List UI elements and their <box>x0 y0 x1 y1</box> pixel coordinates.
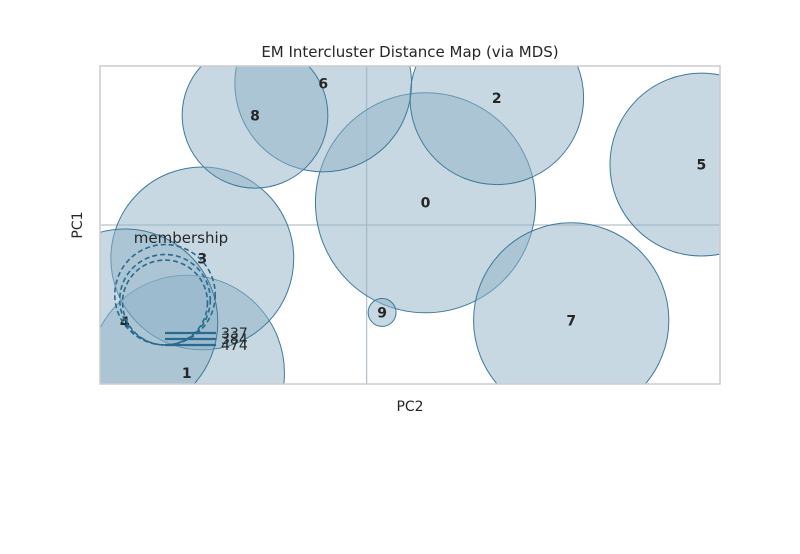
cluster-label-9: 9 <box>377 305 387 321</box>
y-axis-label: PC1 <box>70 211 86 238</box>
cluster-label-8: 8 <box>250 108 260 124</box>
cluster-label-0: 0 <box>421 196 431 212</box>
legend-value-337: 337 <box>221 326 248 342</box>
cluster-bubble-7 <box>473 222 670 384</box>
legend-value-474: 474 <box>221 338 248 354</box>
cluster-label-2: 2 <box>492 91 502 107</box>
cluster-label-5: 5 <box>697 158 707 174</box>
x-axis-label: PC2 <box>396 399 423 415</box>
cluster-label-1: 1 <box>182 366 192 382</box>
legend-circle-384 <box>118 253 212 346</box>
cluster-label-6: 6 <box>318 76 328 92</box>
cluster-bubble-9 <box>367 298 397 327</box>
cluster-label-3: 3 <box>197 251 207 267</box>
cluster-label-4: 4 <box>120 315 130 331</box>
chart-title: EM Intercluster Distance Map (via MDS) <box>261 43 558 61</box>
cluster-bubble-8 <box>181 66 329 189</box>
cluster-label-7: 7 <box>566 313 576 329</box>
legend-title: membership <box>134 229 228 247</box>
legend-circle-474 <box>113 243 217 346</box>
legend-value-384: 384 <box>221 332 248 348</box>
cluster-bubble-5 <box>609 72 720 257</box>
plot-frame <box>99 65 721 385</box>
